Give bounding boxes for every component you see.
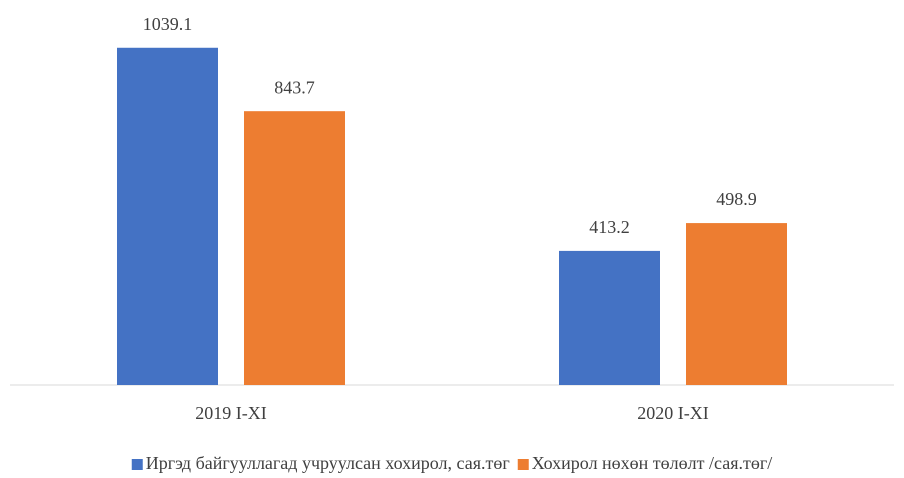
x-tick-label: 2020 I-XI bbox=[637, 403, 708, 423]
x-tick-label: 2019 I-XI bbox=[195, 403, 266, 423]
bar bbox=[244, 111, 345, 385]
data-label: 413.2 bbox=[589, 217, 630, 237]
bar bbox=[117, 47, 218, 385]
data-label: 1039.1 bbox=[143, 14, 193, 34]
legend-label: Иргэд байгууллагад учруулсан хохирол, са… bbox=[146, 453, 510, 473]
legend-swatch bbox=[131, 459, 143, 470]
legend-swatch bbox=[517, 459, 529, 470]
data-label: 843.7 bbox=[274, 77, 315, 97]
legend-label: Хохирол нөхөн төлөлт /сая.төг/ bbox=[532, 453, 773, 473]
data-label: 498.9 bbox=[716, 189, 757, 209]
bar bbox=[559, 250, 660, 385]
bar bbox=[686, 223, 787, 385]
